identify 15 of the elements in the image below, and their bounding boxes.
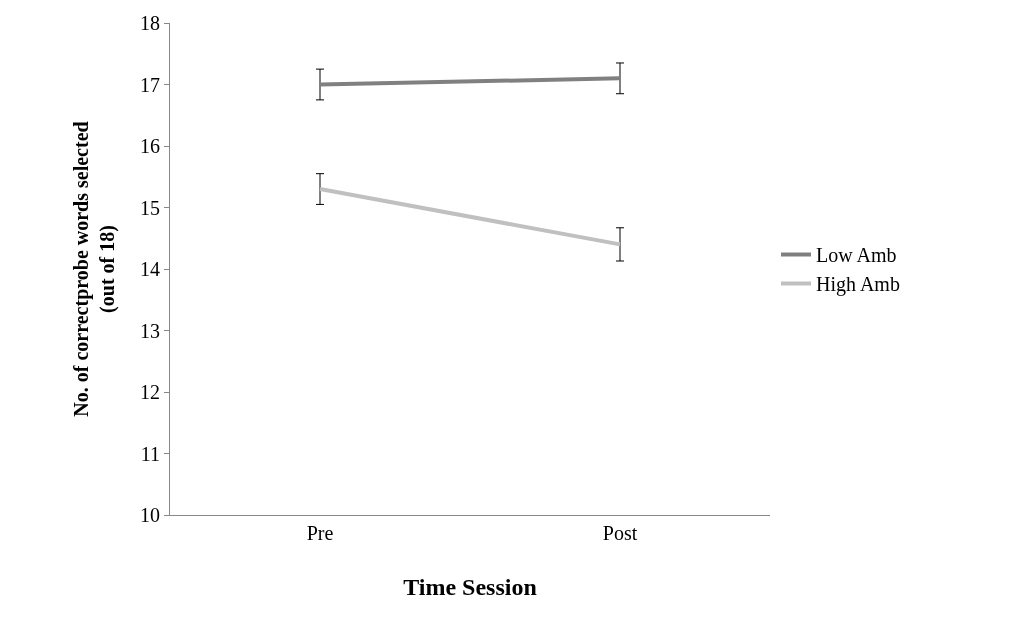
y-tick-label: 16 (140, 135, 160, 157)
y-tick-label: 18 (140, 12, 160, 34)
y-tick-label: 12 (140, 381, 160, 403)
y-tick-label: 15 (140, 196, 160, 219)
x-tick-label: Post (602, 522, 638, 544)
y-tick-label: 17 (140, 73, 160, 96)
y-tick-label: 13 (140, 319, 160, 342)
legend-label: High Amb (816, 273, 900, 297)
x-tick-label: Pre (306, 522, 334, 544)
legend-label: Low Amb (816, 244, 897, 267)
y-tick-label: 14 (140, 258, 160, 280)
y-tick-label: 10 (140, 504, 160, 526)
y-tick-label: 11 (140, 442, 160, 465)
y-axis-title: No. of correctprobe words selected (out of 18) (69, 121, 119, 417)
x-axis-title: Time Session (403, 574, 537, 601)
